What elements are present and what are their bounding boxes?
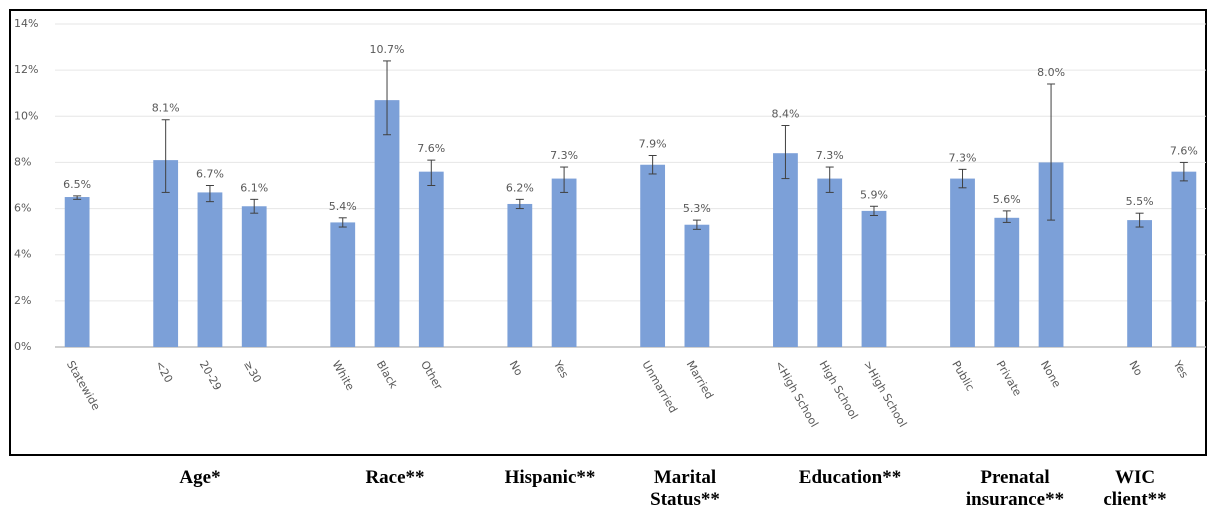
error-bar — [825, 166, 834, 193]
x-tick-label: Public — [949, 359, 977, 394]
x-tick-label: Married — [684, 359, 716, 402]
bar — [950, 178, 975, 347]
error-bar — [205, 185, 214, 203]
y-tick-label: 6% — [14, 202, 31, 215]
error-bar — [250, 198, 259, 214]
group-label: Marital Status** — [650, 467, 720, 510]
bar — [64, 197, 90, 347]
x-tick-label: No — [1126, 359, 1145, 379]
bar — [684, 224, 710, 347]
bar — [773, 153, 798, 347]
error-bar — [515, 198, 524, 210]
bar — [1171, 171, 1197, 347]
bar — [994, 217, 1020, 347]
bar — [330, 222, 356, 347]
value-label: 6.1% — [240, 181, 268, 194]
x-tick-label: High School — [817, 359, 861, 422]
x-tick-label: Statewide — [64, 359, 103, 413]
error-bar — [560, 166, 569, 193]
x-tick-label: No — [507, 359, 526, 379]
group-label: Prenatal insurance** — [965, 467, 1065, 510]
value-label: 7.3% — [949, 151, 977, 164]
y-tick-label: 8% — [14, 155, 31, 168]
value-label: 7.6% — [1170, 144, 1198, 157]
error-bar — [1135, 212, 1144, 228]
x-tick-label: White — [330, 359, 357, 393]
group-label: Education** — [798, 467, 902, 488]
value-label: 7.3% — [816, 149, 844, 162]
value-label: 5.5% — [1126, 195, 1154, 208]
x-tick-label: 20-29 — [197, 359, 224, 393]
y-tick-label: 10% — [14, 109, 38, 122]
value-label: 7.3% — [550, 149, 578, 162]
bar — [374, 100, 400, 347]
x-tick-label: Private — [994, 359, 1025, 399]
group-label: WIC client** — [1103, 467, 1167, 510]
error-bar — [958, 168, 967, 189]
error-bar — [869, 205, 878, 216]
bar — [640, 164, 666, 347]
x-tick-label: Yes — [1170, 358, 1191, 381]
value-label: 7.9% — [639, 138, 667, 151]
value-label: 8.1% — [152, 102, 180, 115]
x-tick-label: <20 — [152, 359, 175, 386]
error-bar — [383, 60, 392, 136]
bar — [861, 210, 887, 347]
group-label: Hispanic** — [504, 467, 596, 488]
y-tick-label: 0% — [14, 340, 31, 353]
x-tick-label: >High School — [861, 359, 910, 430]
x-tick-label: Yes — [550, 358, 571, 381]
value-label: 7.6% — [417, 142, 445, 155]
bar — [551, 178, 577, 347]
value-label: 5.9% — [860, 188, 888, 201]
y-tick-label: 12% — [14, 63, 38, 76]
value-label: 10.7% — [370, 43, 405, 56]
bar — [1127, 220, 1152, 347]
group-label: Age* — [179, 467, 221, 488]
bar — [241, 206, 267, 347]
error-bar — [648, 155, 657, 175]
x-tick-label: ≥30 — [241, 359, 264, 386]
error-bar — [1047, 83, 1056, 221]
value-label: 8.4% — [771, 108, 799, 121]
x-tick-label: <High School — [772, 359, 821, 430]
error-bar — [161, 119, 170, 193]
error-bar — [338, 217, 347, 228]
x-tick-label: Unmarried — [639, 359, 679, 416]
value-label: 6.2% — [506, 181, 534, 194]
y-tick-label: 2% — [14, 294, 31, 307]
y-tick-label: 4% — [14, 248, 31, 261]
bar — [418, 171, 444, 347]
value-label: 5.3% — [683, 202, 711, 215]
bar — [197, 192, 223, 347]
error-bar — [692, 219, 701, 230]
bar — [507, 203, 533, 347]
error-bar — [1002, 210, 1011, 223]
x-tick-label: Black — [374, 359, 400, 392]
value-label: 6.5% — [63, 178, 91, 191]
bar — [817, 178, 843, 347]
value-label: 6.7% — [196, 168, 224, 181]
error-bar — [781, 125, 790, 180]
error-bar — [73, 195, 82, 200]
value-label: 5.4% — [329, 200, 357, 213]
chart-frame — [9, 9, 1207, 456]
value-label: 5.6% — [993, 193, 1021, 206]
error-bar — [427, 159, 436, 186]
x-tick-label: None — [1038, 359, 1064, 391]
error-bar — [1179, 161, 1188, 182]
y-tick-label: 14% — [14, 17, 38, 30]
value-label: 8.0% — [1037, 66, 1065, 79]
x-tick-label: Other — [418, 359, 445, 393]
group-label: Race** — [365, 467, 425, 488]
